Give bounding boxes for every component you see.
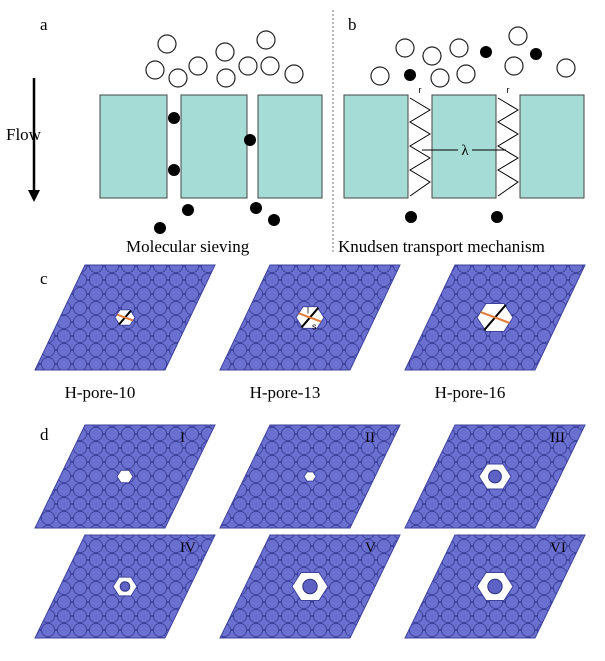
adsorbed-molecule	[303, 579, 317, 593]
pore	[304, 472, 316, 481]
structure-label: IV	[180, 540, 196, 556]
membrane	[100, 95, 322, 198]
panel-label: c	[40, 269, 48, 288]
radius-label: r	[507, 85, 510, 95]
gas-molecules	[146, 31, 303, 87]
axis-label: s	[312, 322, 317, 332]
pore-name: H-pore-16	[435, 383, 506, 402]
structure-label: V	[365, 540, 376, 556]
pore	[117, 470, 133, 482]
adsorbed-molecule	[120, 582, 130, 592]
structure-label: II	[365, 430, 375, 446]
figure: a Flow Molecular sieving b λ r r Knudsen…	[0, 0, 605, 661]
panel-label: a	[40, 15, 48, 34]
panel-label: d	[40, 425, 49, 444]
structure-label: VI	[550, 540, 566, 556]
caption: Knudsen transport mechanism	[338, 237, 545, 256]
pore-name: H-pore-10	[65, 383, 136, 402]
flow-label: Flow	[6, 125, 42, 144]
structure-label: III	[550, 430, 565, 446]
pore-name: H-pore-13	[250, 383, 321, 402]
adsorbed-molecule	[489, 470, 502, 483]
gas-molecules	[371, 27, 575, 87]
adsorbed-molecule	[488, 579, 502, 593]
axis-label: l	[307, 306, 309, 316]
structure-label: I	[180, 430, 185, 446]
arrow-head	[28, 190, 40, 202]
panel-label: b	[348, 15, 357, 34]
lambda-label: λ	[461, 143, 469, 159]
caption: Molecular sieving	[126, 237, 250, 256]
radius-label: r	[419, 85, 422, 95]
